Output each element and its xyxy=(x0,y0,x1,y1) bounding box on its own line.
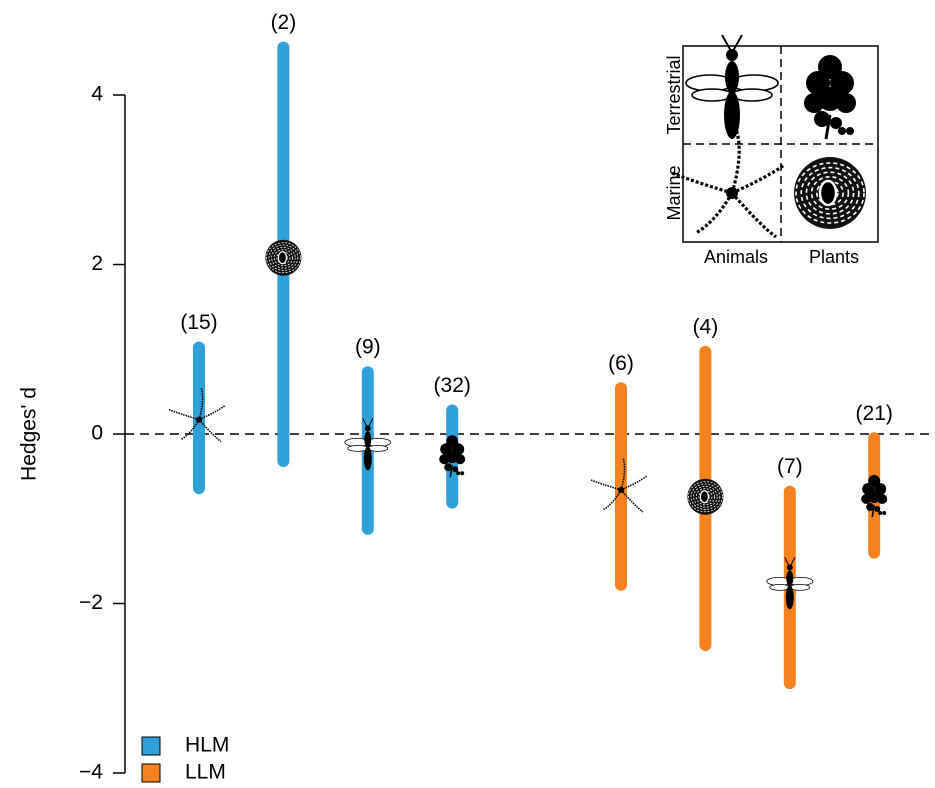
y-tick-label: −2 xyxy=(79,591,103,614)
icon-part xyxy=(180,419,200,441)
icon-part xyxy=(620,457,626,491)
icon-part xyxy=(460,471,465,476)
icon-part xyxy=(456,471,461,476)
icon-part xyxy=(168,408,200,421)
icon-part xyxy=(824,114,832,140)
icon-part xyxy=(721,34,743,52)
n-label: (15) xyxy=(180,311,217,334)
icon-part xyxy=(699,490,710,504)
icon-part xyxy=(810,175,850,211)
icon-part xyxy=(602,489,622,511)
icon-part xyxy=(198,387,204,420)
icon-part xyxy=(452,466,459,473)
point-estimate xyxy=(265,239,302,276)
icon-part xyxy=(620,475,648,491)
icon-part xyxy=(786,570,794,587)
y-tick-label: 2 xyxy=(91,252,103,275)
point-estimate xyxy=(766,557,814,610)
icon-part xyxy=(265,242,301,274)
point-estimate xyxy=(439,435,466,478)
icon-part xyxy=(695,488,716,506)
icon-part xyxy=(444,463,453,472)
legend-label: HLM xyxy=(185,734,229,757)
icon-part xyxy=(784,557,796,566)
icon-part xyxy=(725,61,739,93)
icon-part xyxy=(818,87,842,111)
y-axis-label: Hedges' d xyxy=(18,387,41,481)
icon-part xyxy=(364,425,371,432)
icon-part xyxy=(818,179,838,207)
inset-icon xyxy=(794,157,866,229)
icon-part xyxy=(730,191,777,239)
icon-part xyxy=(882,511,887,516)
icon-part xyxy=(730,128,741,194)
icon-part xyxy=(446,451,459,464)
icon-part xyxy=(878,511,883,516)
icon-part xyxy=(830,117,842,129)
legend-swatch xyxy=(141,736,161,756)
y-tick-label: 0 xyxy=(91,422,103,445)
icon-part xyxy=(786,564,793,571)
icon-part xyxy=(277,251,287,265)
icon-part xyxy=(731,163,785,195)
inset-icon xyxy=(671,128,785,239)
icon-part xyxy=(795,162,865,224)
icon-part xyxy=(866,503,875,512)
icon-part xyxy=(695,192,734,235)
icon-part xyxy=(198,404,226,421)
n-label: (9) xyxy=(355,336,381,359)
n-label: (7) xyxy=(777,455,803,478)
icon-part xyxy=(800,166,860,220)
icon-part xyxy=(449,465,453,478)
icon-part xyxy=(271,246,296,269)
icon-part xyxy=(874,506,881,513)
point-estimate xyxy=(861,475,888,518)
inset-column-label: Plants xyxy=(809,247,859,267)
y-tick-label: −4 xyxy=(79,761,103,784)
icon-part xyxy=(690,483,721,510)
icon-part xyxy=(846,127,854,135)
y-tick-label: 4 xyxy=(91,83,103,106)
icon-part xyxy=(693,485,718,508)
icon-part xyxy=(724,91,740,139)
icon-part xyxy=(273,249,293,267)
inset-icon xyxy=(685,34,779,139)
icon-part xyxy=(620,489,644,513)
icon-part xyxy=(363,446,372,471)
point-estimate xyxy=(168,387,226,443)
icon-part xyxy=(590,479,622,491)
icon-part xyxy=(688,481,723,513)
icon-part xyxy=(785,585,794,610)
inset-row-label: Marine xyxy=(664,165,684,220)
icon-part xyxy=(726,49,738,61)
icon-part xyxy=(805,171,855,215)
point-estimate xyxy=(344,418,392,471)
legend-label: LLM xyxy=(185,761,226,784)
icon-part xyxy=(198,419,222,443)
icon-part xyxy=(838,127,846,135)
icon-part xyxy=(868,491,881,504)
icon-part xyxy=(268,244,299,271)
icon-part xyxy=(364,431,372,448)
point-estimate xyxy=(687,478,724,515)
legend-swatch xyxy=(141,763,161,783)
interval-bar xyxy=(615,382,627,591)
icon-part xyxy=(814,111,830,127)
inset-icon xyxy=(804,55,856,140)
n-label: (6) xyxy=(608,352,634,375)
n-label: (2) xyxy=(271,11,297,34)
point-estimate xyxy=(590,457,648,513)
icon-part xyxy=(871,504,875,518)
n-label: (4) xyxy=(693,315,719,338)
inset-column-label: Animals xyxy=(704,247,768,267)
n-label: (32) xyxy=(434,374,471,397)
icon-part xyxy=(671,171,733,195)
inset-row-label: Terrestrial xyxy=(664,55,684,134)
n-label: (21) xyxy=(856,402,893,425)
icon-part xyxy=(362,418,374,427)
